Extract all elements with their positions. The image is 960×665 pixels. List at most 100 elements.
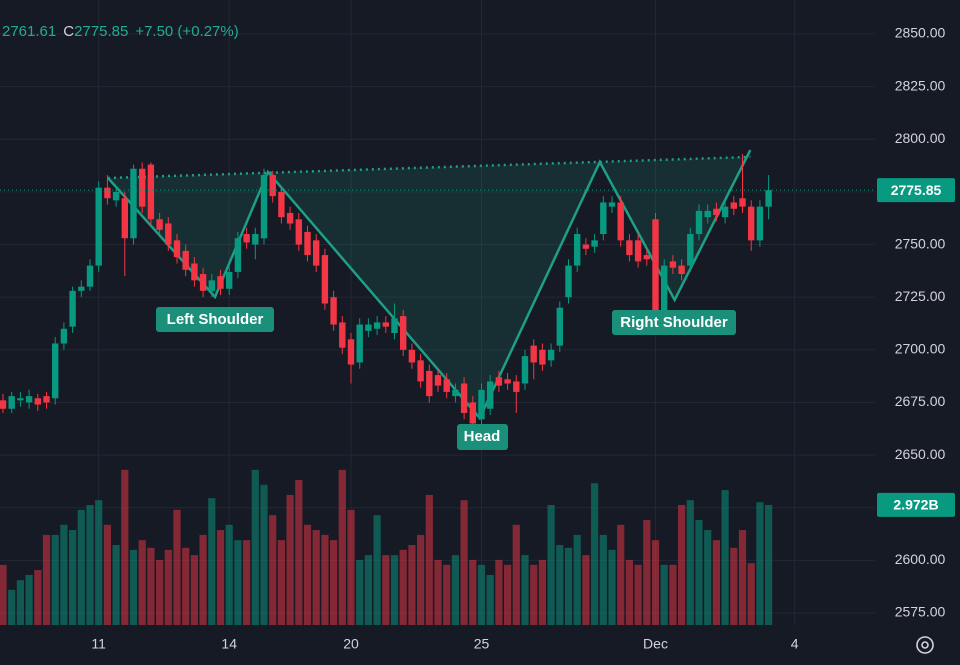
volume-bar xyxy=(634,564,642,625)
volume-bar xyxy=(451,555,459,625)
volume-bar xyxy=(156,559,164,625)
candle-body xyxy=(443,379,450,392)
volume-bar xyxy=(521,555,529,625)
candle-body xyxy=(286,212,294,224)
candle-body xyxy=(139,168,146,207)
change-value: +7.50 (+0.27%) xyxy=(135,23,238,40)
volume-bar xyxy=(443,564,451,625)
candle-body xyxy=(226,271,233,289)
close-value: 2775.85 xyxy=(74,23,128,40)
volume-bar xyxy=(338,469,346,625)
candle-body xyxy=(208,280,215,291)
candle-body xyxy=(600,202,607,235)
volume-bar xyxy=(77,509,85,625)
y-tick-label: 2650.00 xyxy=(895,446,946,462)
candle-body xyxy=(739,198,746,207)
y-tick-label: 2575.00 xyxy=(895,604,946,620)
pattern-fill xyxy=(108,150,751,419)
y-tick-label: 2750.00 xyxy=(895,235,946,251)
volume-bar xyxy=(390,555,399,625)
annotation-box xyxy=(612,310,736,335)
volume-bar xyxy=(25,574,33,625)
volume-badge xyxy=(877,492,955,517)
candle-body xyxy=(478,389,485,420)
candle-body xyxy=(687,234,694,266)
volume-bar xyxy=(495,559,503,625)
annotation-label: Head xyxy=(464,428,501,445)
candle-body xyxy=(78,286,85,291)
annotation-box xyxy=(156,307,274,332)
candle-body xyxy=(8,396,15,409)
volume-bar xyxy=(260,484,268,625)
candle-body xyxy=(243,234,250,243)
candle-body xyxy=(652,219,659,312)
volume-bar xyxy=(643,519,651,625)
volume-bar xyxy=(765,504,773,625)
volume-bar xyxy=(530,564,538,625)
candle-body xyxy=(182,250,189,270)
gear-inner xyxy=(921,641,929,649)
volume-bar xyxy=(678,505,686,625)
candle-body xyxy=(574,234,581,266)
low-value: 2761.61 xyxy=(2,23,56,40)
candle-body xyxy=(582,244,590,249)
candle-body xyxy=(234,238,242,272)
candle-body xyxy=(339,322,346,348)
candle-body xyxy=(434,375,442,386)
volume-bar xyxy=(738,530,747,625)
x-tick-label: 25 xyxy=(474,636,490,652)
volume-layer xyxy=(0,469,773,625)
candle-body xyxy=(278,191,285,218)
volume-bar xyxy=(747,563,755,625)
volume-bar xyxy=(321,534,329,625)
candle-body xyxy=(191,263,198,281)
candle-body xyxy=(25,396,33,403)
x-tick-label: 14 xyxy=(221,636,237,652)
candle-body xyxy=(52,343,59,399)
volume-bar xyxy=(477,564,486,625)
settings-icon[interactable] xyxy=(916,636,934,654)
candle-body xyxy=(199,274,207,291)
annotation-layer: Left Shoulder Head Right Shoulder xyxy=(156,307,736,450)
volume-bar xyxy=(573,534,581,625)
volume-bar xyxy=(504,564,512,625)
candle-body xyxy=(391,318,398,333)
candle-body xyxy=(121,198,128,239)
candle-body xyxy=(147,164,155,220)
candle-body xyxy=(721,206,729,218)
candle-body xyxy=(521,356,529,384)
volume-bar xyxy=(138,540,146,625)
volume-bar xyxy=(599,534,607,625)
candle-body xyxy=(634,240,642,262)
candle-body xyxy=(408,349,416,363)
volume-bar xyxy=(660,564,668,625)
candle-body xyxy=(417,360,424,382)
volume-bar xyxy=(8,589,16,625)
volume-bar xyxy=(538,559,546,625)
volume-bar xyxy=(42,534,51,625)
y-tick-label: 2700.00 xyxy=(895,341,946,357)
candle-body xyxy=(382,322,389,327)
volume-bar xyxy=(730,547,738,625)
volume-bar xyxy=(208,498,216,625)
volume-bar xyxy=(591,483,599,625)
volume-bar xyxy=(356,559,364,625)
volume-bar xyxy=(60,524,68,625)
volume-bar xyxy=(295,479,303,625)
volume-bar xyxy=(277,540,285,625)
candle-body xyxy=(347,339,355,365)
volume-bar xyxy=(121,469,129,625)
candle-body xyxy=(756,206,764,241)
volume-bar xyxy=(756,502,764,625)
candle-body xyxy=(43,396,50,403)
volume-bar xyxy=(686,500,694,625)
candle-body xyxy=(487,381,494,409)
volume-bar xyxy=(373,515,381,625)
annotation-label: Left Shoulder xyxy=(167,311,264,328)
volume-bar xyxy=(312,530,320,625)
volume-bar xyxy=(721,490,729,625)
volume-bar xyxy=(704,530,712,625)
volume-bar xyxy=(617,524,625,625)
volume-bar xyxy=(382,555,390,625)
